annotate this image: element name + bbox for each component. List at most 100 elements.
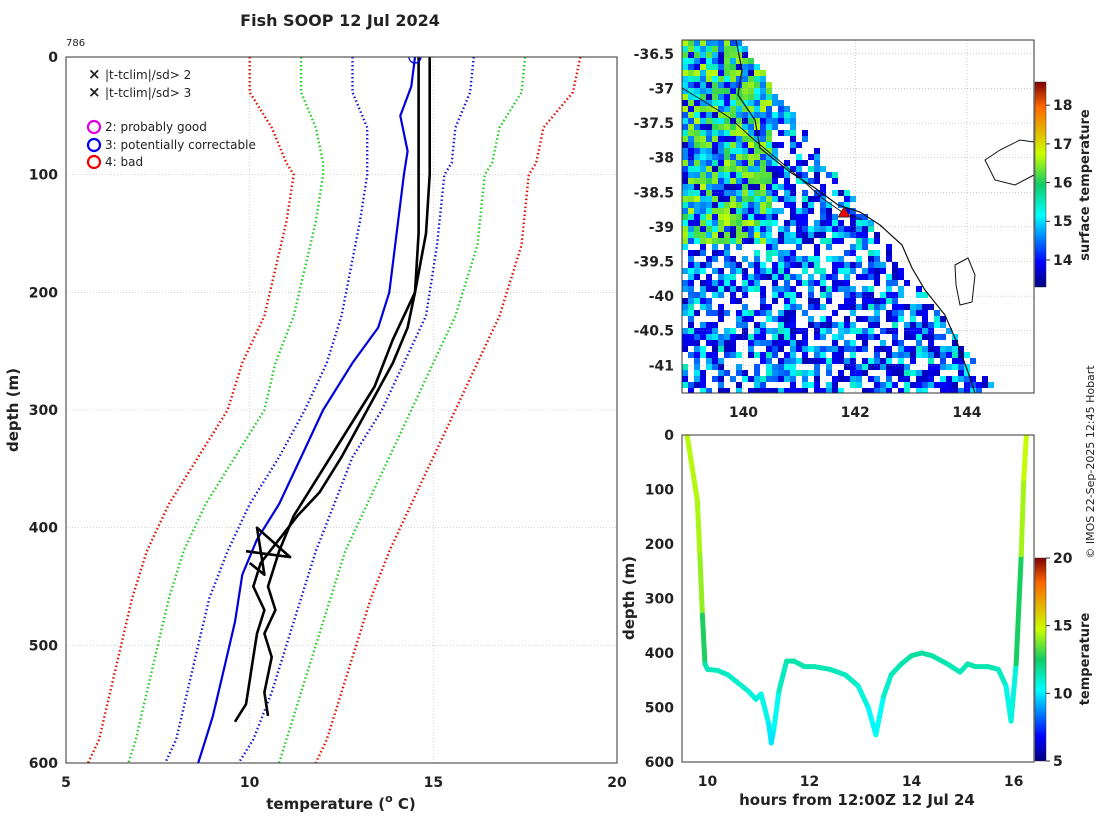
sst-cell bbox=[706, 40, 712, 46]
sst-cell bbox=[790, 346, 796, 352]
legend-sd2-label: |t-tclim|/sd> 2 bbox=[105, 68, 191, 82]
sst-cell bbox=[754, 310, 760, 316]
sst-cell bbox=[796, 226, 802, 232]
sst-cell bbox=[772, 376, 778, 382]
sst-cell bbox=[724, 262, 730, 268]
sst-cell bbox=[814, 262, 820, 268]
sst-cell bbox=[688, 280, 694, 286]
sst-cell bbox=[796, 172, 802, 178]
sst-cell bbox=[706, 280, 712, 286]
sst-cell bbox=[736, 40, 742, 46]
sst-cell bbox=[706, 124, 712, 130]
depth-time-xtick-label: 10 bbox=[698, 774, 718, 790]
sst-cell bbox=[700, 244, 706, 250]
sst-cell bbox=[706, 214, 712, 220]
sst-cell bbox=[814, 382, 820, 388]
sst-cell bbox=[694, 352, 700, 358]
sst-cell bbox=[748, 76, 754, 82]
sst-cell bbox=[736, 202, 742, 208]
sst-cell bbox=[736, 178, 742, 184]
sst-cell bbox=[694, 358, 700, 364]
sst-cell bbox=[682, 70, 688, 76]
sst-cell bbox=[784, 112, 790, 118]
sst-cell bbox=[856, 316, 862, 322]
sst-cell bbox=[754, 124, 760, 130]
sst-cell bbox=[922, 316, 928, 322]
sst-cell bbox=[730, 226, 736, 232]
sst-cell bbox=[760, 184, 766, 190]
temp-cb-tick-label: 5 bbox=[1053, 754, 1063, 770]
sst-cell bbox=[910, 304, 916, 310]
sst-cell bbox=[844, 328, 850, 334]
sst-cell bbox=[898, 346, 904, 352]
sst-cell bbox=[796, 388, 802, 393]
sst-cell bbox=[940, 388, 946, 393]
sst-cell bbox=[718, 268, 724, 274]
sst-cell bbox=[814, 370, 820, 376]
sst-cell bbox=[736, 76, 742, 82]
sst-cell bbox=[922, 292, 928, 298]
sst-cell bbox=[868, 334, 874, 340]
sst-cell bbox=[736, 226, 742, 232]
sst-cell bbox=[928, 304, 934, 310]
sst-cell bbox=[778, 226, 784, 232]
sst-cell bbox=[730, 268, 736, 274]
sst-cell bbox=[730, 262, 736, 268]
sst-cell bbox=[736, 286, 742, 292]
sst-cell bbox=[730, 376, 736, 382]
sst-cell bbox=[766, 142, 772, 148]
sst-cell bbox=[886, 280, 892, 286]
sst-cell bbox=[706, 196, 712, 202]
map-ytick-label: -39.5 bbox=[634, 254, 674, 270]
sst-cell bbox=[760, 358, 766, 364]
sst-cell bbox=[778, 316, 784, 322]
sst-cell bbox=[688, 232, 694, 238]
sst-cell bbox=[712, 154, 718, 160]
sst-cell bbox=[886, 346, 892, 352]
bay-outline bbox=[984, 139, 1034, 186]
sst-cell bbox=[766, 256, 772, 262]
sst-cell bbox=[862, 358, 868, 364]
sst-cell bbox=[688, 160, 694, 166]
sst-cell bbox=[802, 376, 808, 382]
sst-cell bbox=[694, 214, 700, 220]
sst-cell bbox=[802, 352, 808, 358]
sst-cell bbox=[730, 166, 736, 172]
sst-cell bbox=[790, 250, 796, 256]
sst-cell bbox=[784, 280, 790, 286]
sst-cell bbox=[742, 370, 748, 376]
sst-cell bbox=[754, 190, 760, 196]
sst-cell bbox=[826, 364, 832, 370]
sst-cell bbox=[706, 58, 712, 64]
sst-cell bbox=[766, 232, 772, 238]
sst-cell bbox=[928, 328, 934, 334]
sst-cell bbox=[886, 274, 892, 280]
depth-time-xtick-label: 14 bbox=[902, 774, 922, 790]
sst-cell bbox=[682, 280, 688, 286]
sst-cell bbox=[724, 118, 730, 124]
sst-cell bbox=[742, 64, 748, 70]
sst-cell bbox=[754, 106, 760, 112]
sst-cell bbox=[724, 202, 730, 208]
sst-cell bbox=[772, 178, 778, 184]
sst-cell bbox=[844, 262, 850, 268]
sst-cell bbox=[838, 346, 844, 352]
depth-time-segment bbox=[812, 664, 833, 672]
sst-cell bbox=[946, 382, 952, 388]
depth-time-ytick-label: 500 bbox=[645, 701, 674, 717]
sst-cell bbox=[706, 148, 712, 154]
sst-cell bbox=[694, 46, 700, 52]
sst-cell bbox=[844, 286, 850, 292]
sst-cell bbox=[736, 262, 742, 268]
sst-cell bbox=[790, 220, 796, 226]
sst-cell bbox=[778, 184, 784, 190]
sst-cell bbox=[790, 214, 796, 220]
profile-ytick-label: 200 bbox=[29, 285, 58, 301]
sst-cell bbox=[766, 190, 772, 196]
sst-cell bbox=[718, 286, 724, 292]
sst-cell bbox=[724, 112, 730, 118]
sst-cell bbox=[688, 154, 694, 160]
sst-cell bbox=[700, 148, 706, 154]
sst-cell bbox=[766, 364, 772, 370]
sst-cell bbox=[682, 328, 688, 334]
